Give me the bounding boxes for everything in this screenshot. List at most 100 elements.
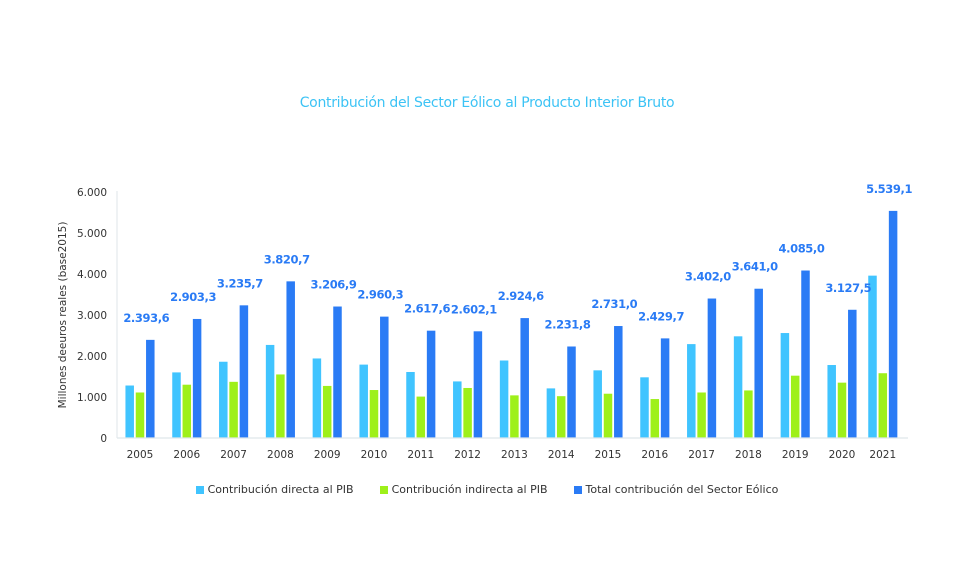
data-label-total: 2.903,3	[170, 290, 216, 304]
bar-total	[333, 306, 342, 438]
x-tick-label: 2008	[267, 449, 294, 461]
data-label-total: 2.731,0	[591, 297, 637, 311]
legend-item-total: Total contribución del Sector Eólico	[573, 483, 779, 496]
data-label-total: 3.206,9	[311, 278, 357, 292]
bar-direct	[265, 344, 275, 438]
bar-direct	[780, 333, 790, 438]
x-axis: 2005 2006 2007 2008 2009 2010 2011 2012 2013 2014…	[117, 437, 908, 461]
y-tick-label: 4.000	[77, 269, 107, 281]
bar-direct	[499, 360, 509, 438]
y-tick-label: 2.000	[77, 351, 107, 363]
data-label-total: 2.960,3	[357, 288, 403, 302]
y-tick-label: 6.000	[77, 187, 107, 199]
data-label-total: 3.402,0	[685, 270, 731, 284]
bar-total	[473, 331, 483, 438]
x-tick-label: 2005	[127, 449, 154, 461]
bar-direct	[125, 385, 134, 438]
bar-indirect	[276, 374, 285, 438]
data-label-total: 5.539,1	[866, 182, 912, 196]
bar-total	[801, 270, 810, 438]
y-axis: 0 1.000 2.000 3.000 4.000 5.000 6.000	[77, 187, 118, 445]
data-label-total: 3.127,5	[825, 281, 871, 295]
bar-total	[614, 326, 623, 438]
bar-total	[286, 281, 295, 438]
x-tick-label: 2012	[454, 449, 481, 461]
bars	[125, 210, 898, 438]
bar-direct	[827, 365, 836, 438]
bar-total	[239, 305, 249, 438]
x-tick-label: 2014	[548, 449, 575, 461]
bar-direct	[868, 275, 877, 438]
bar-total	[380, 316, 389, 438]
data-label-total: 2.602,1	[451, 302, 497, 316]
bar-direct	[640, 377, 649, 438]
data-label-total: 2.429,7	[638, 309, 684, 323]
bar-indirect	[837, 382, 847, 438]
x-tick-label: 2020	[829, 449, 856, 461]
bar-direct	[172, 372, 181, 438]
y-tick-label: 3.000	[77, 310, 107, 322]
bar-indirect	[182, 384, 192, 438]
data-label-total: 2.393,6	[123, 311, 169, 325]
y-tick-label: 5.000	[77, 228, 107, 240]
bar-total	[567, 346, 576, 438]
x-tick-label: 2021	[869, 449, 896, 461]
x-tick-label: 2019	[782, 449, 809, 461]
bar-direct	[593, 370, 602, 438]
bar-direct	[733, 336, 743, 438]
bar-indirect	[229, 381, 238, 438]
bar-total	[888, 210, 898, 438]
x-tick-label: 2018	[735, 449, 762, 461]
data-label-total: 4.085,0	[779, 242, 825, 256]
bar-direct	[546, 388, 556, 438]
bar-direct	[359, 364, 368, 438]
bar-indirect	[510, 395, 519, 438]
bar-direct	[406, 371, 415, 438]
chart-title: Contribución del Sector Eólico al Produc…	[299, 95, 675, 111]
x-tick-label: 2011	[407, 449, 434, 461]
bar-indirect	[463, 387, 472, 438]
legend-item-indirect: Contribución indirecta al PIB	[379, 483, 548, 496]
legend: Contribución directa al PIB Contribución…	[0, 483, 974, 496]
bar-indirect	[744, 390, 753, 438]
data-label-total: 3.820,7	[264, 252, 310, 266]
bar-total	[754, 288, 763, 438]
bar-total	[146, 339, 155, 438]
bar-indirect	[322, 385, 332, 438]
bar-indirect	[369, 390, 379, 438]
bar-indirect	[556, 396, 566, 438]
bar-direct	[219, 361, 228, 438]
data-labels: 2.393,62.903,33.235,73.820,73.206,92.960…	[123, 182, 913, 332]
bar-indirect	[650, 399, 660, 438]
legend-item-direct: Contribución directa al PIB	[195, 483, 354, 496]
bar-indirect	[416, 396, 426, 438]
bar-total	[707, 298, 717, 438]
y-tick-label: 1.000	[77, 392, 107, 404]
x-tick-label: 2006	[173, 449, 200, 461]
data-label-total: 2.924,6	[498, 289, 544, 303]
x-tick-label: 2007	[220, 449, 247, 461]
bar-direct	[312, 358, 322, 438]
x-tick-label: 2015	[595, 449, 622, 461]
legend-label-direct: Contribución directa al PIB	[207, 483, 354, 496]
x-tick-label: 2016	[641, 449, 668, 461]
legend-label-indirect: Contribución indirecta al PIB	[391, 483, 548, 496]
x-tick-label: 2010	[361, 449, 388, 461]
x-tick-label: 2013	[501, 449, 528, 461]
bar-total	[426, 330, 436, 438]
legend-swatch-indirect	[379, 485, 388, 494]
data-label-total: 3.235,7	[217, 276, 263, 290]
legend-swatch-total	[573, 485, 582, 494]
bar-direct	[687, 344, 696, 438]
bar-direct	[453, 381, 462, 438]
bar-indirect	[878, 373, 888, 438]
y-axis-label: Millones deeuros reales (base2015)	[57, 222, 69, 409]
y-tick-label: 0	[100, 433, 107, 445]
bar-indirect	[135, 392, 145, 438]
data-label-total: 3.641,0	[732, 260, 778, 274]
legend-swatch-direct	[195, 485, 204, 494]
legend-label-total: Total contribución del Sector Eólico	[585, 483, 779, 496]
bar-indirect	[790, 375, 800, 438]
bar-indirect	[603, 393, 613, 438]
